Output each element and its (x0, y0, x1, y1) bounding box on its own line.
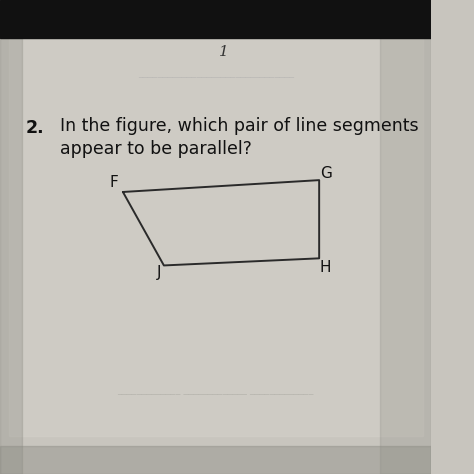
FancyBboxPatch shape (9, 38, 423, 436)
Text: J: J (156, 265, 161, 280)
Text: ________________________________: ________________________________ (137, 68, 294, 79)
Text: G: G (319, 165, 332, 181)
Bar (0, 38, 21, 474)
Bar (0, 446, 431, 474)
Text: In the figure, which pair of line segments: In the figure, which pair of line segmen… (60, 117, 419, 135)
Bar (0, 0, 431, 38)
Text: F: F (110, 175, 118, 190)
Bar (380, 38, 431, 474)
Text: appear to be parallel?: appear to be parallel? (60, 140, 252, 158)
Text: 1: 1 (219, 45, 229, 59)
Text: 2.: 2. (26, 119, 45, 137)
Text: _____________ _____________ _____________: _____________ _____________ ____________… (118, 383, 314, 394)
Text: H: H (320, 260, 331, 275)
